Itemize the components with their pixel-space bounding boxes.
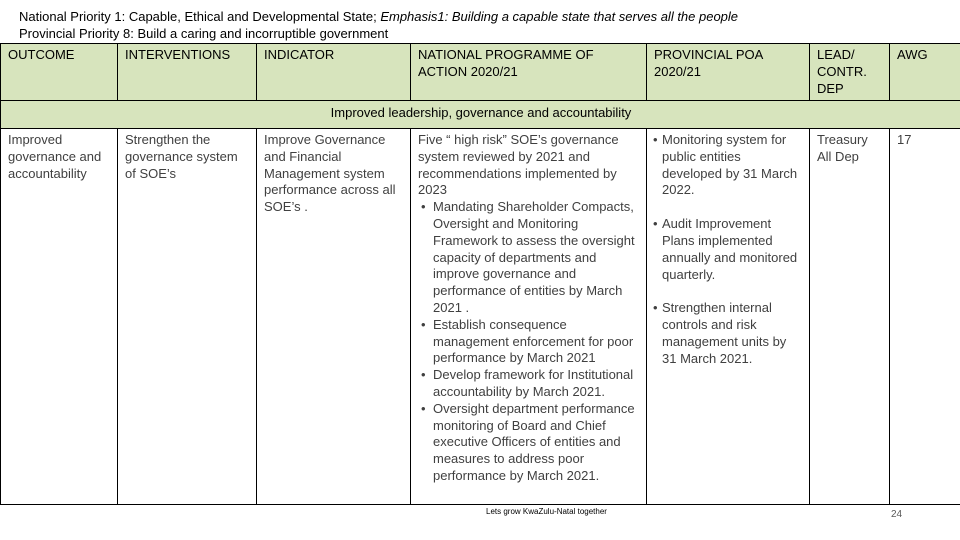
title-line: National Priority 1: Capable, Ethical an… xyxy=(19,8,738,25)
poa-bullet: Strengthen internal controls and risk ma… xyxy=(653,300,803,367)
priority: National Priority 1: Capable, Ethical an… xyxy=(19,9,381,24)
provincial-poa: Monitoring system for public entities de… xyxy=(646,128,810,505)
column-header: AWG xyxy=(889,43,960,101)
poa-list: Monitoring system for public entities de… xyxy=(653,132,803,368)
poa-bullet: Monitoring system for public entities de… xyxy=(653,132,803,199)
title-line: Provincial Priority 8: Build a caring an… xyxy=(19,26,389,41)
emphasis: Emphasis1: Building a capable state that… xyxy=(380,9,739,24)
national-programme: Five “ high risk” SOE’s governance syste… xyxy=(410,128,647,505)
np-bullet: Develop framework for Institutional acco… xyxy=(418,367,640,401)
np-bullet: Oversight department performance monitor… xyxy=(418,401,640,485)
section-row: Improved leadership, governance and acco… xyxy=(0,100,960,129)
awg: 17 xyxy=(889,128,960,505)
table-row: Improved governance and accountability S… xyxy=(0,128,960,505)
np-bullet: Establish consequence management enforce… xyxy=(418,317,640,367)
page-number: 24 xyxy=(891,509,903,520)
column-header: NATIONAL PROGRAMME OF ACTION 2020/21 xyxy=(410,43,647,101)
np-intro: Five “ high risk” SOE’s governance syste… xyxy=(418,132,619,198)
column-header: LEAD/ CONTR. DEP xyxy=(809,43,890,101)
np-list: Mandating Shareholder Compacts, Oversigh… xyxy=(418,199,640,485)
interventions: Strengthen the governance system of SOE’… xyxy=(117,128,257,505)
poa-bullet: Audit Improvement Plans implemented annu… xyxy=(653,216,803,283)
outcome: Improved governance and accountability xyxy=(0,128,118,505)
header-row: OUTCOME INTERVENTIONS INDICATOR NATIONAL… xyxy=(0,43,960,101)
column-header: OUTCOME xyxy=(0,43,118,101)
column-header: PROVINCIAL POA 2020/21 xyxy=(646,43,810,101)
lead: Treasury All Dep xyxy=(809,128,890,505)
np-bullet: Mandating Shareholder Compacts, Oversigh… xyxy=(418,199,640,317)
column-header: INTERVENTIONS xyxy=(117,43,257,101)
column-header: INDICATOR xyxy=(256,43,411,101)
priority-table: OUTCOME INTERVENTIONS INDICATOR NATIONAL… xyxy=(0,43,960,505)
slide-title: National Priority 1: Capable, Ethical an… xyxy=(19,8,738,42)
section-title: Improved leadership, governance and acco… xyxy=(0,100,960,129)
footer-slogan: Lets grow KwaZulu-Natal together xyxy=(486,507,607,516)
indicator: Improve Governance and Financial Managem… xyxy=(256,128,411,505)
